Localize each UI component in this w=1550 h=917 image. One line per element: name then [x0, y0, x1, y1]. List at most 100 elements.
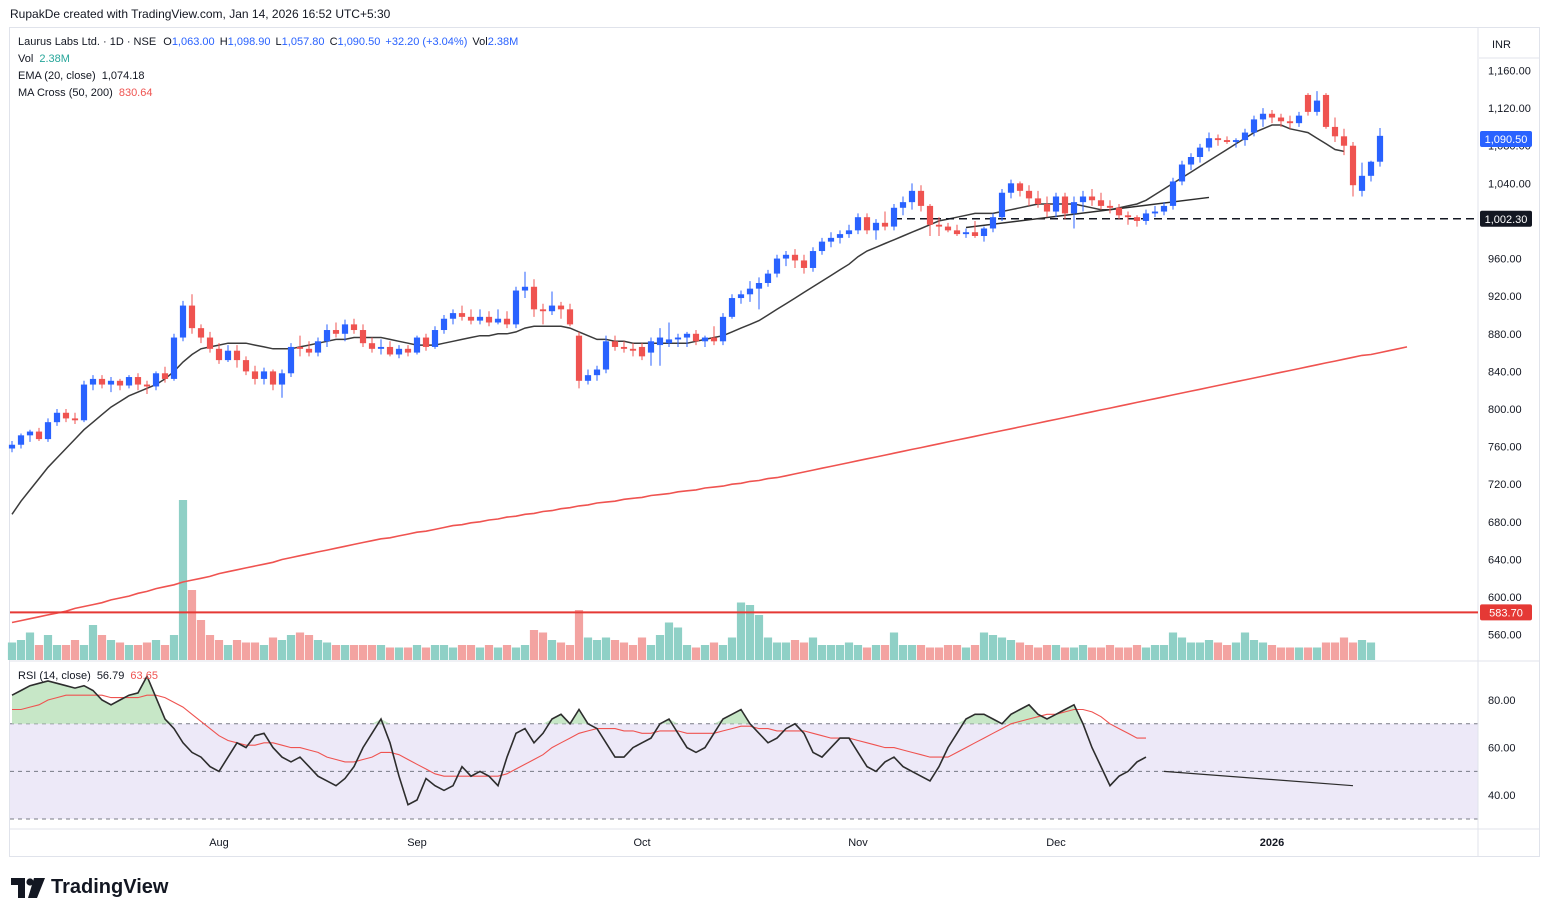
price-tick-label: 800.00 — [1488, 404, 1522, 416]
volume-bar — [142, 642, 152, 660]
time-tick-label: Sep — [407, 837, 427, 849]
candle-body — [1367, 161, 1375, 176]
volume-bar — [1213, 642, 1223, 660]
candle-body — [161, 373, 169, 379]
volume-bar — [1366, 642, 1376, 660]
volume-bar — [376, 645, 386, 660]
volume-bar — [547, 640, 557, 660]
volume-bar — [1204, 640, 1214, 660]
candle-body — [746, 288, 754, 295]
volume-bar — [772, 642, 782, 660]
volume-bar — [898, 645, 908, 660]
candle-body — [377, 346, 385, 349]
volume-bar — [1276, 647, 1286, 660]
volume-bar — [655, 635, 665, 660]
candle-body — [1187, 157, 1195, 165]
candle-body — [107, 380, 115, 385]
volume-bar — [313, 640, 323, 660]
candle-body — [278, 373, 286, 385]
volume-bar — [520, 645, 530, 660]
volume-bar — [1159, 645, 1169, 660]
candle-body — [8, 444, 16, 449]
volume-bar — [853, 645, 863, 660]
candle-body — [170, 337, 178, 379]
volume-bar — [259, 645, 269, 660]
candle-body — [1178, 164, 1186, 182]
candle-body — [368, 343, 376, 349]
volume-bar — [439, 645, 449, 660]
candle-body — [944, 226, 952, 231]
volume-bar — [826, 645, 836, 660]
candle-body — [800, 260, 808, 268]
volume-bar — [178, 500, 188, 660]
candle-body — [89, 378, 97, 385]
candle-body — [1142, 213, 1150, 221]
volume-bar — [367, 645, 377, 660]
ema20-line — [11, 124, 1345, 515]
volume-bar — [619, 642, 629, 660]
volume-bar — [214, 640, 224, 660]
candle-body — [827, 237, 835, 242]
volume-bar — [907, 645, 917, 660]
rsi-overbought-fill — [12, 676, 1146, 724]
candle-body — [44, 422, 52, 440]
volume-bar — [664, 622, 674, 660]
time-tick-label: Aug — [209, 837, 229, 849]
candle-body — [206, 337, 214, 349]
vol-row-value: 2.38M — [39, 53, 70, 65]
volume-bar — [862, 647, 872, 660]
candle-body — [638, 346, 646, 357]
candle-body — [1340, 136, 1348, 146]
vol-value: 2.38M — [487, 36, 519, 48]
ema-legend: EMA (20, close) 1,074.18 — [18, 70, 145, 82]
candle-body — [125, 377, 133, 386]
candle-body — [53, 412, 61, 423]
volume-bar — [1060, 647, 1070, 660]
candle-body — [341, 324, 349, 334]
volume-bar — [1006, 640, 1016, 660]
volume-bar — [430, 645, 440, 660]
candle-body — [332, 330, 340, 334]
volume-bar — [1132, 645, 1142, 660]
candle-body — [575, 335, 583, 381]
candle-body — [116, 380, 124, 386]
tradingview-logo[interactable]: TradingView — [11, 876, 168, 899]
candle-body — [881, 222, 889, 227]
candle-body — [188, 305, 196, 329]
candle-body — [836, 234, 844, 238]
volume-bar — [358, 645, 368, 660]
volume-bar — [484, 645, 494, 660]
volume-bar — [61, 645, 71, 660]
candle-body — [530, 286, 538, 310]
volume-bar — [106, 640, 116, 660]
candle-body — [80, 384, 88, 421]
volume-bar — [682, 645, 692, 660]
candle-body — [476, 316, 484, 321]
volume-bar — [466, 645, 476, 660]
ma-legend: MA Cross (50, 200) 830.64 — [18, 87, 152, 99]
volume-bar — [1042, 645, 1052, 660]
candle-body — [1196, 147, 1204, 158]
candle-body — [431, 330, 439, 347]
vol-legend: Vol 2.38M — [18, 53, 70, 65]
volume-bar — [1141, 647, 1151, 660]
candle-body — [422, 337, 430, 347]
candle-body — [926, 205, 934, 225]
rsi-legend: RSI (14, close) 56.79 63.65 — [18, 670, 158, 682]
candle-body — [1160, 205, 1168, 212]
volume-bar — [1321, 642, 1331, 660]
volume-bar — [844, 642, 854, 660]
price-tick-label: 560.00 — [1488, 630, 1522, 642]
candle-body — [908, 190, 916, 203]
candle-body — [890, 207, 898, 227]
candle-body — [440, 318, 448, 331]
candle-body — [296, 346, 304, 349]
candle-body — [26, 431, 34, 436]
volume-bar — [7, 642, 17, 660]
volume-bar — [970, 645, 980, 660]
volume-bar — [691, 647, 701, 660]
candle-body — [350, 324, 358, 331]
volume-bar — [133, 645, 143, 660]
price-tick-label: 600.00 — [1488, 592, 1522, 604]
